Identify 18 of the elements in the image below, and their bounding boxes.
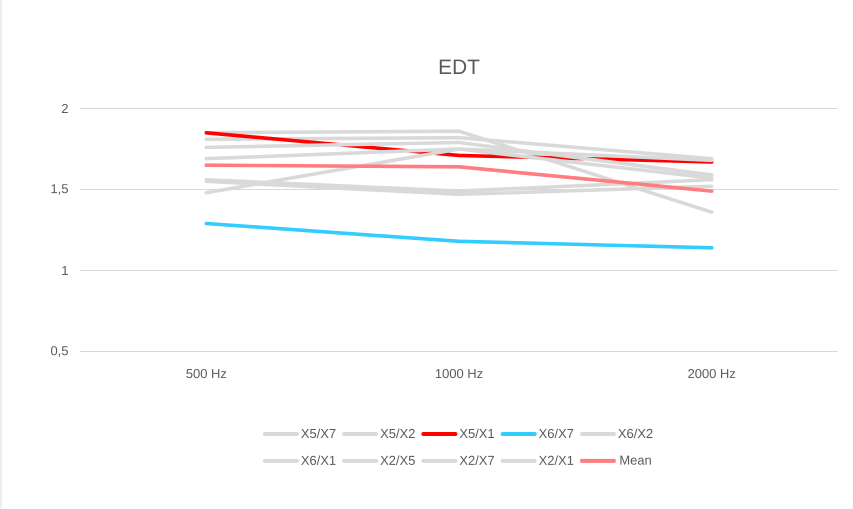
legend-label: X5/X7 — [301, 428, 336, 438]
legend-label: Mean — [620, 456, 651, 465]
legend-label: X2/X1 — [538, 455, 574, 465]
x-tick-label: 2000 Hz — [688, 369, 736, 378]
y-tick-label: 1 — [62, 266, 68, 275]
y-tick-label: 1,5 — [51, 184, 68, 195]
y-tick-label: 0,5 — [50, 346, 68, 357]
x-tick-label: 1000 Hz — [436, 369, 482, 378]
legend-label: X5/X2 — [380, 428, 415, 438]
legend-label: X6/X2 — [618, 428, 653, 438]
legend-label: X6/X7 — [538, 428, 574, 438]
chart-title: EDT — [440, 60, 480, 74]
legend-label: X2/X5 — [380, 455, 415, 465]
legend-label: X2/X7 — [460, 455, 494, 465]
y-tick-label: 2 — [62, 104, 68, 114]
legend-label: X5/X1 — [460, 428, 494, 438]
legend-label: X6/X1 — [301, 455, 336, 465]
x-tick-label: 500 Hz — [186, 369, 226, 378]
